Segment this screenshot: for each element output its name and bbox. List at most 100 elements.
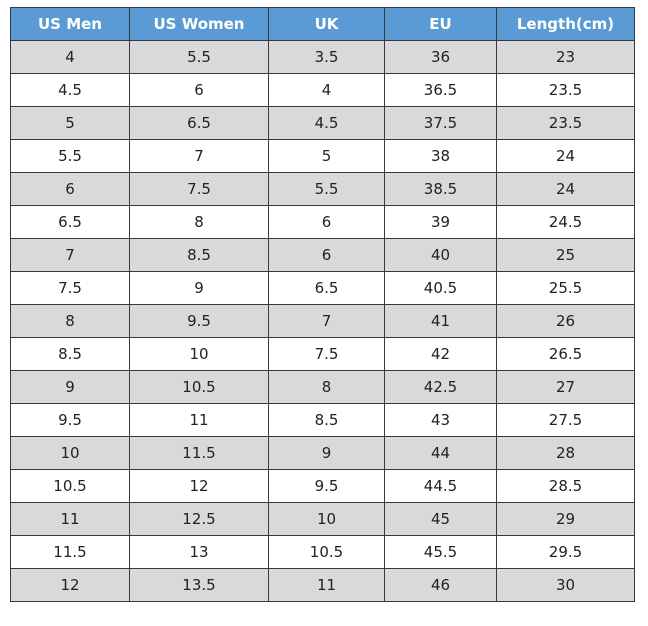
table-cell: 8: [10, 304, 130, 338]
table-row: 10 11.5 9 44 28: [10, 436, 635, 470]
table-cell: 40.5: [384, 271, 497, 305]
table-cell: 23: [496, 40, 635, 74]
table-cell: 9: [268, 436, 385, 470]
table-row: 11 12.5 10 45 29: [10, 502, 635, 536]
table-cell: 38.5: [384, 172, 497, 206]
table-row: 8.5 10 7.5 42 26.5: [10, 337, 635, 371]
table-cell: 42: [384, 337, 497, 371]
table-cell: 7.5: [10, 271, 130, 305]
table-cell: 8: [129, 205, 269, 239]
table-cell: 7: [10, 238, 130, 272]
table-cell: 25: [496, 238, 635, 272]
table-cell: 6: [268, 238, 385, 272]
table-cell: 29: [496, 502, 635, 536]
table-cell: 4: [268, 73, 385, 107]
column-header: Length(cm): [496, 7, 635, 41]
table-cell: 10.5: [129, 370, 269, 404]
table-cell: 9: [129, 271, 269, 305]
table-cell: 45: [384, 502, 497, 536]
table-cell: 28.5: [496, 469, 635, 503]
table-row: 10.5 12 9.5 44.5 28.5: [10, 469, 635, 503]
table-cell: 40: [384, 238, 497, 272]
table-cell: 5: [10, 106, 130, 140]
table-cell: 29.5: [496, 535, 635, 569]
table-cell: 10.5: [10, 469, 130, 503]
column-header: US Women: [129, 7, 269, 41]
table-cell: 9.5: [129, 304, 269, 338]
table-row: 6.5 8 6 39 24.5: [10, 205, 635, 239]
table-cell: 27.5: [496, 403, 635, 437]
column-header: US Men: [10, 7, 130, 41]
table-row: 5 6.5 4.5 37.5 23.5: [10, 106, 635, 140]
table-cell: 30: [496, 568, 635, 602]
table-cell: 44: [384, 436, 497, 470]
table-cell: 6: [129, 73, 269, 107]
table-row: 11.5 13 10.5 45.5 29.5: [10, 535, 635, 569]
column-header: UK: [268, 7, 385, 41]
table-cell: 46: [384, 568, 497, 602]
table-row: 7 8.5 6 40 25: [10, 238, 635, 272]
table-cell: 6.5: [268, 271, 385, 305]
table-cell: 10: [268, 502, 385, 536]
table-cell: 5.5: [268, 172, 385, 206]
table-cell: 23.5: [496, 73, 635, 107]
table-cell: 11: [129, 403, 269, 437]
table-cell: 12: [129, 469, 269, 503]
table-cell: 12.5: [129, 502, 269, 536]
table-cell: 38: [384, 139, 497, 173]
table-cell: 25.5: [496, 271, 635, 305]
table-cell: 6: [10, 172, 130, 206]
table-cell: 39: [384, 205, 497, 239]
table-cell: 6.5: [129, 106, 269, 140]
table-cell: 24.5: [496, 205, 635, 239]
table-cell: 4.5: [268, 106, 385, 140]
table-cell: 13: [129, 535, 269, 569]
table-cell: 8.5: [268, 403, 385, 437]
table-cell: 23.5: [496, 106, 635, 140]
table-cell: 24: [496, 139, 635, 173]
table-cell: 4.5: [10, 73, 130, 107]
size-table: US Men US Women UK EU Length(cm) 4 5.5 3.5 36 23…: [10, 7, 635, 602]
table-cell: 4: [10, 40, 130, 74]
table-cell: 11: [268, 568, 385, 602]
table-cell: 9: [10, 370, 130, 404]
table-cell: 43: [384, 403, 497, 437]
table-row: 12 13.5 11 46 30: [10, 568, 635, 602]
table-cell: 36.5: [384, 73, 497, 107]
table-cell: 42.5: [384, 370, 497, 404]
table-cell: 7.5: [268, 337, 385, 371]
table-cell: 41: [384, 304, 497, 338]
table-cell: 28: [496, 436, 635, 470]
table-cell: 7: [268, 304, 385, 338]
table-cell: 36: [384, 40, 497, 74]
table-cell: 10.5: [268, 535, 385, 569]
table-cell: 8: [268, 370, 385, 404]
table-cell: 3.5: [268, 40, 385, 74]
table-cell: 10: [10, 436, 130, 470]
table-cell: 5.5: [129, 40, 269, 74]
table-row: 8 9.5 7 41 26: [10, 304, 635, 338]
table-cell: 11: [10, 502, 130, 536]
column-header: EU: [384, 7, 497, 41]
table-cell: 7: [129, 139, 269, 173]
table-cell: 45.5: [384, 535, 497, 569]
table-cell: 26: [496, 304, 635, 338]
table-cell: 8.5: [10, 337, 130, 371]
table-cell: 7.5: [129, 172, 269, 206]
table-cell: 8.5: [129, 238, 269, 272]
table-row: 9 10.5 8 42.5 27: [10, 370, 635, 404]
table-cell: 44.5: [384, 469, 497, 503]
table-row: 9.5 11 8.5 43 27.5: [10, 403, 635, 437]
table-cell: 5: [268, 139, 385, 173]
table-cell: 24: [496, 172, 635, 206]
table-cell: 9.5: [10, 403, 130, 437]
table-row: 7.5 9 6.5 40.5 25.5: [10, 271, 635, 305]
table-cell: 11.5: [10, 535, 130, 569]
table-cell: 5.5: [10, 139, 130, 173]
table-cell: 12: [10, 568, 130, 602]
table-row: 5.5 7 5 38 24: [10, 139, 635, 173]
table-cell: 26.5: [496, 337, 635, 371]
table-cell: 37.5: [384, 106, 497, 140]
table-cell: 13.5: [129, 568, 269, 602]
